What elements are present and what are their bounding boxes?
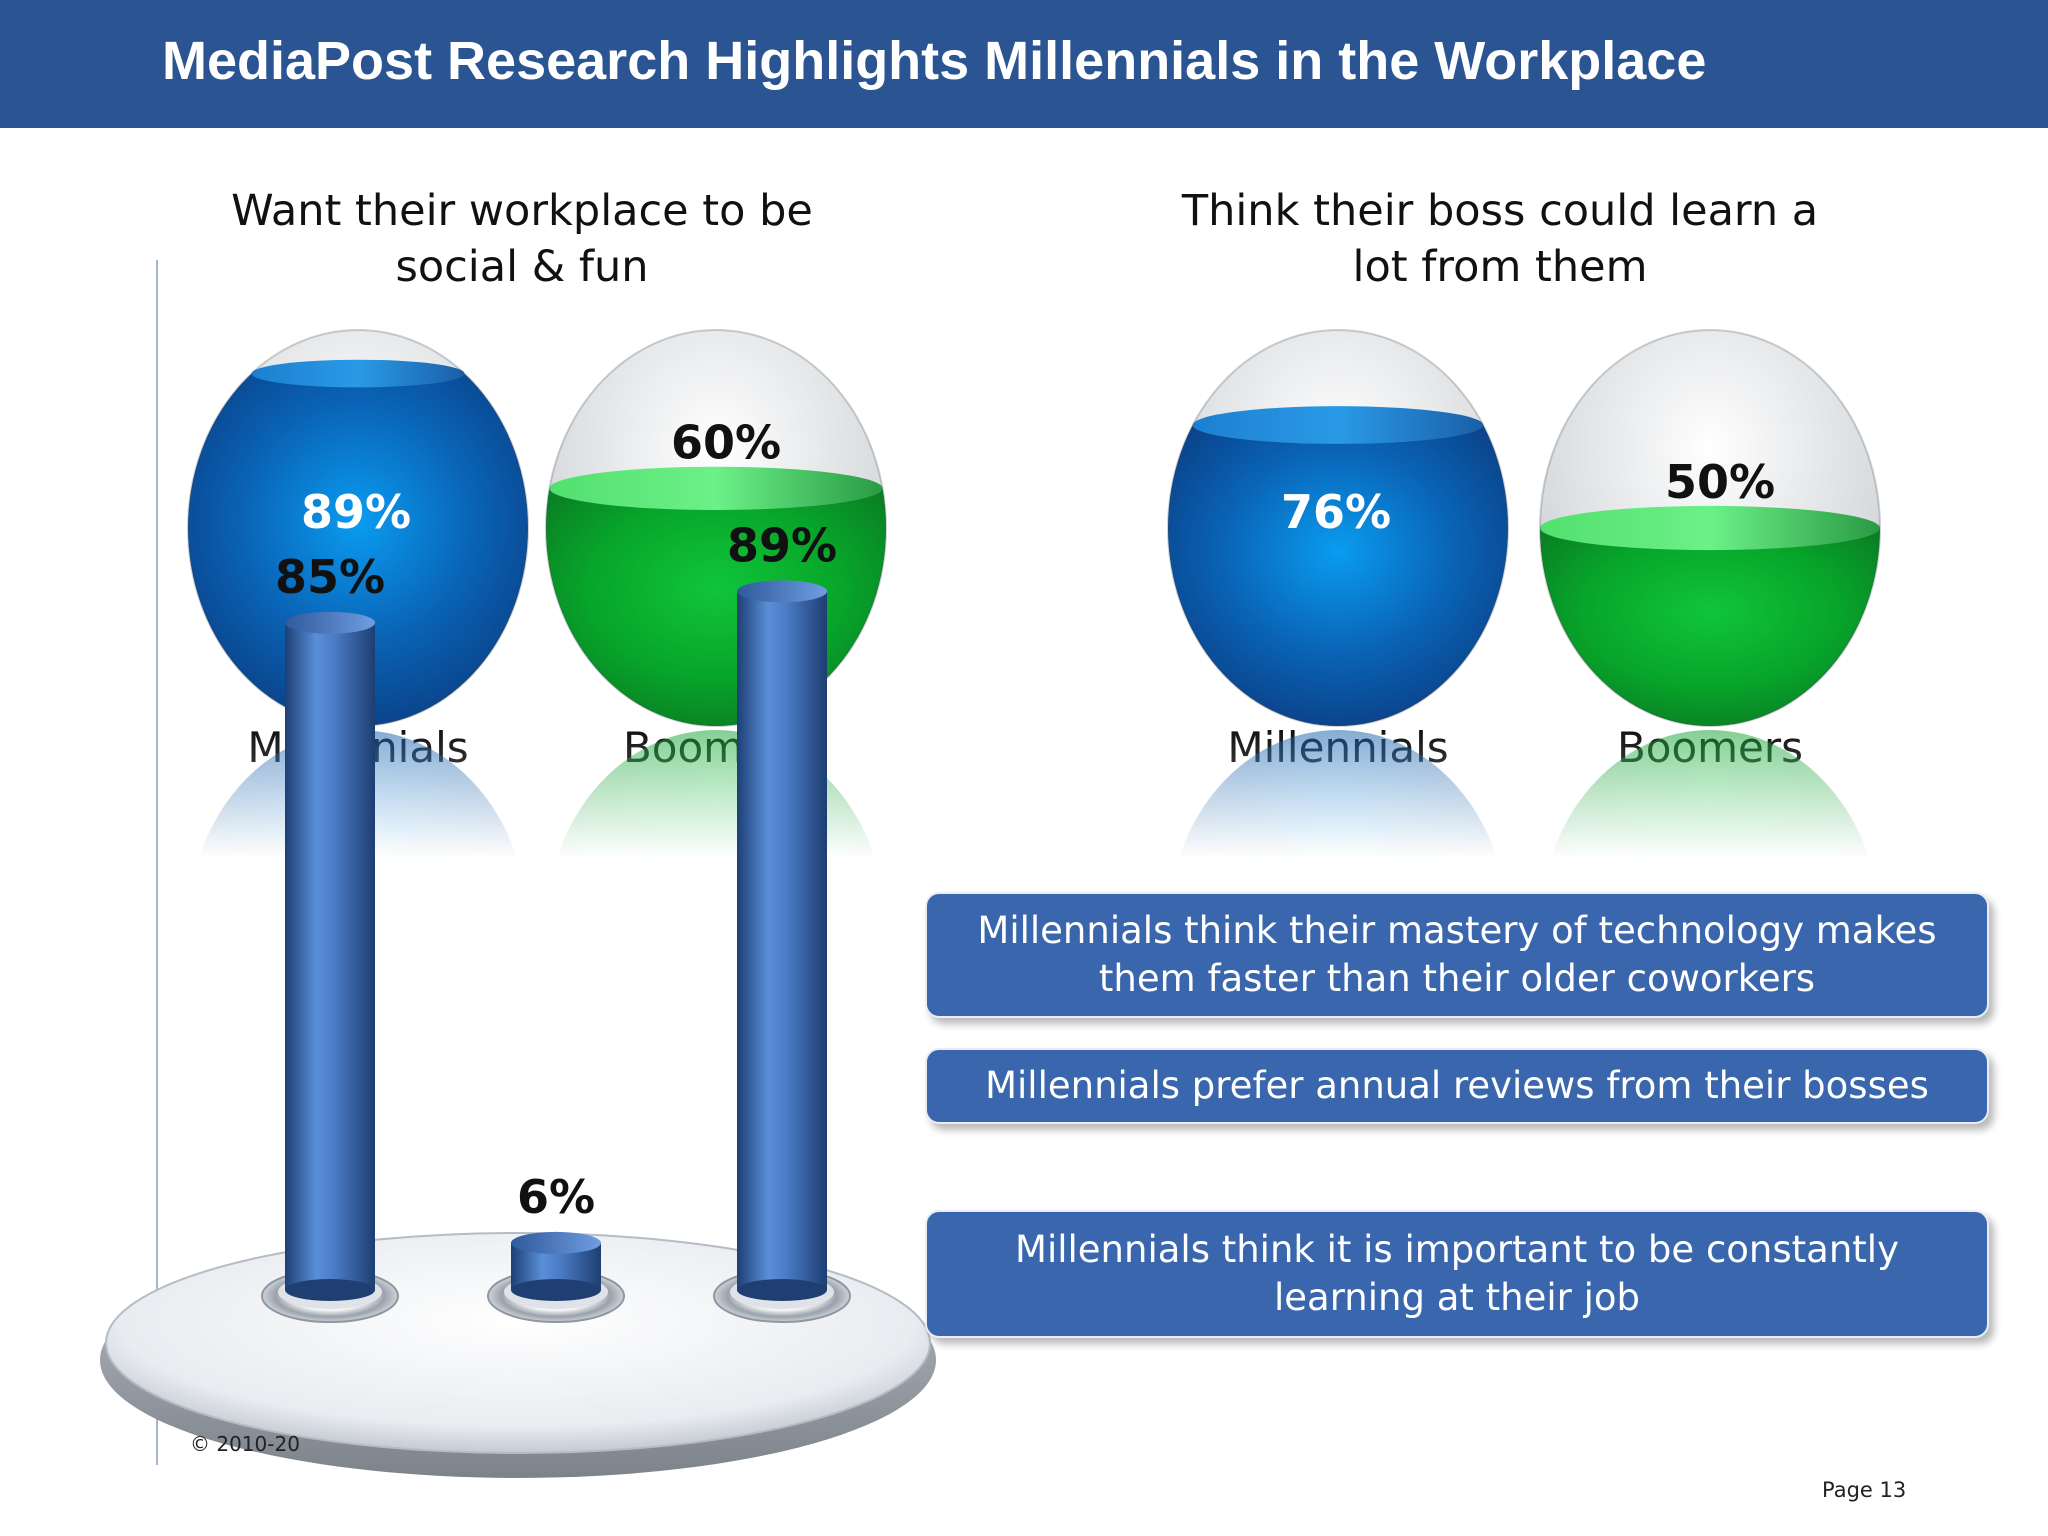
vertical-divider [156, 260, 158, 1465]
globe-2-millennials: 76%Millennials [1167, 329, 1509, 772]
value-label: 89% [301, 485, 411, 539]
page-number: Page 13 [1822, 1478, 1907, 1502]
chart-2-title-line-1: Think their boss could learn a [1181, 186, 1819, 236]
fill-surface [1540, 505, 1880, 551]
globe-reflection [541, 728, 891, 858]
page-title: MediaPost Research Highlights Millennial… [162, 31, 1707, 91]
callout-annual-reviews: Millennials prefer annual reviews from t… [925, 1048, 1989, 1124]
globe-fill [1540, 528, 1880, 726]
callout-1-line-2: them faster than their older coworkers [1098, 957, 1816, 1000]
bar-cylinder-3: 89% [713, 518, 851, 1323]
chart-2-title-line-2: lot from them [1352, 242, 1648, 292]
title-bar: MediaPost Research Highlights Millennial… [0, 0, 2048, 128]
chart-1-title-line-2: social & fun [395, 242, 649, 292]
value-label: 85% [275, 550, 385, 604]
callout-3-line-1: Millennials think it is important to be … [1015, 1228, 1899, 1271]
value-label: 50% [1665, 455, 1775, 509]
callout-1-line-1: Millennials think their mastery of techn… [977, 909, 1937, 952]
copyright: © 2010-20 [190, 1432, 300, 1456]
fill-surface [1192, 406, 1484, 444]
callout-3-line-2: learning at their job [1273, 1276, 1641, 1319]
value-label: 76% [1281, 485, 1391, 539]
globe-2-boomers: 50%Boomers [1539, 329, 1881, 772]
fill-surface [549, 466, 883, 511]
bar-cylinder-2: 6% [487, 1170, 625, 1323]
bar-cylinder-1: 85% [261, 550, 399, 1323]
fill-surface [251, 359, 465, 388]
chart-1-title-line-1: Want their workplace to be [231, 186, 813, 236]
globe-fill [1168, 425, 1508, 726]
value-label: 60% [671, 415, 781, 469]
globe-reflection [1535, 728, 1885, 858]
chart-2-title: Think their boss could learn a lot from … [1120, 183, 1880, 295]
callout-2-line-1: Millennials prefer annual reviews from t… [985, 1064, 1929, 1107]
globe-reflection [1163, 728, 1513, 858]
chart-1-title: Want their workplace to be social & fun [142, 183, 902, 295]
callout-technology-speed: Millennials think their mastery of techn… [925, 892, 1989, 1018]
value-label: 6% [517, 1170, 595, 1224]
callout-constant-learning: Millennials think it is important to be … [925, 1210, 1989, 1338]
value-label: 89% [727, 518, 837, 572]
